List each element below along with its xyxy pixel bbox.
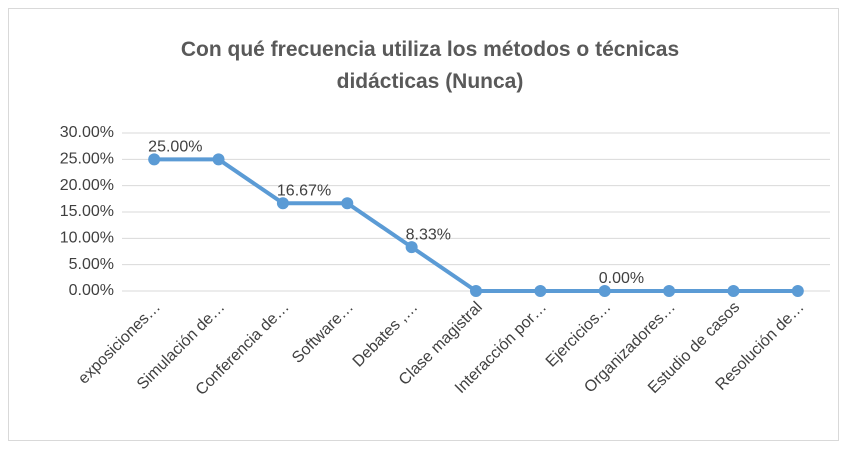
y-tick-label: 25.00% — [60, 151, 114, 168]
marker — [341, 197, 354, 210]
y-tick-label: 15.00% — [60, 203, 114, 220]
marker — [405, 241, 418, 254]
data-label: 16.67% — [277, 182, 331, 199]
data-label: 25.00% — [148, 139, 202, 156]
marker — [727, 285, 740, 297]
y-tick-label: 0.00% — [69, 282, 114, 299]
y-tick-label: 30.00% — [60, 124, 114, 141]
y-tick-label: 20.00% — [60, 177, 114, 194]
data-label: 0.00% — [599, 270, 644, 287]
chart-title: Con qué frecuencia utiliza los métodos o… — [180, 38, 680, 93]
marker — [791, 285, 804, 297]
marker — [212, 153, 225, 166]
y-tick-label: 5.00% — [69, 256, 114, 273]
marker — [534, 285, 547, 297]
marker — [276, 197, 289, 210]
marker — [148, 153, 161, 166]
marker — [598, 285, 611, 297]
y-tick-label: 10.00% — [60, 230, 114, 247]
data-label: 8.33% — [406, 226, 451, 243]
marker — [470, 285, 482, 297]
chart-border — [8, 8, 839, 441]
marker — [663, 285, 676, 297]
